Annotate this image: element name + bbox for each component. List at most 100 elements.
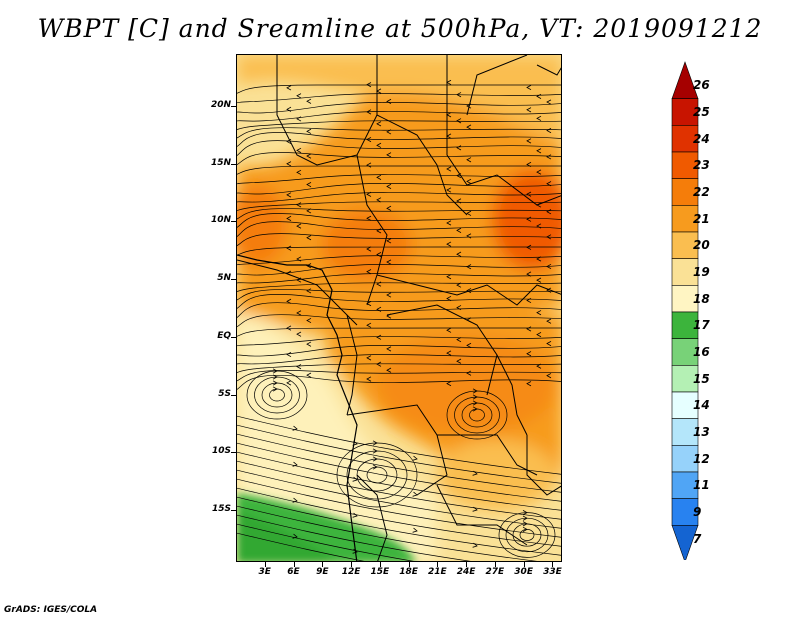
streamline-arrow — [272, 380, 278, 386]
streamline-arrow — [376, 251, 382, 258]
streamline-arrow — [536, 223, 542, 229]
streamline-arrow — [366, 376, 372, 382]
streamline-arrow — [522, 526, 528, 532]
streamline-arrow — [306, 288, 312, 294]
streamline-arrow — [272, 368, 278, 374]
colorbar-label-14: 14 — [693, 398, 710, 413]
streamline-arrow — [372, 464, 378, 470]
colorbar-swatch — [671, 471, 699, 499]
streamline — [237, 451, 561, 511]
streamline-arrow — [272, 374, 278, 380]
coastline-segment — [237, 254, 358, 561]
country-border — [526, 435, 561, 496]
streamline-arrow — [472, 542, 478, 548]
streamline-arrow — [466, 178, 472, 184]
streamline — [237, 424, 561, 484]
streamline — [237, 213, 561, 228]
streamline-arrow — [286, 161, 292, 167]
streamline — [237, 523, 414, 561]
streamline-arrow — [296, 169, 302, 175]
streamline — [237, 282, 561, 292]
streamline — [269, 388, 285, 402]
lon-label-9e: 9E — [316, 567, 329, 577]
streamline-arrow — [386, 152, 392, 158]
streamline — [237, 221, 561, 237]
streamline-arrow — [546, 263, 552, 270]
streamline — [237, 302, 561, 318]
streamline-arrow — [376, 142, 382, 148]
streamline-arrow — [306, 317, 312, 324]
streamline-arrow — [286, 351, 292, 358]
colorbar-label-11: 11 — [693, 478, 710, 493]
streamline-arrow — [536, 363, 542, 369]
lon-tick — [293, 562, 295, 567]
streamline-arrow — [472, 394, 478, 400]
colorbar-label-12: 12 — [693, 451, 710, 466]
streamline-arrow — [372, 440, 378, 446]
streamline — [237, 84, 561, 94]
streamline-arrow — [536, 148, 542, 154]
streamline-arrow — [366, 191, 372, 197]
streamline-arrow — [366, 109, 372, 115]
streamline-arrow — [522, 510, 528, 516]
footer-credit: GrADS: IGES/COLA — [4, 605, 98, 615]
streamline-arrow — [472, 388, 478, 394]
streamline — [237, 201, 561, 211]
streamline-arrow — [526, 161, 532, 168]
streamline-arrow — [446, 381, 452, 387]
streamline-arrow — [376, 228, 382, 234]
lat-label-15n: 15N — [210, 157, 231, 168]
lat-label-5s: 5S — [218, 388, 231, 399]
lon-tick — [494, 562, 496, 567]
streamline — [237, 314, 561, 328]
colorbar-swatch — [671, 151, 699, 179]
streamline — [237, 487, 561, 547]
colorbar-label-13: 13 — [693, 425, 710, 439]
streamline-arrow — [412, 527, 418, 533]
streamline-arrow — [386, 98, 392, 105]
streamline-arrow — [446, 295, 452, 302]
streamline-arrow — [466, 124, 472, 130]
streamline — [366, 466, 388, 484]
streamline — [237, 140, 561, 156]
country-border — [536, 64, 561, 76]
streamline-arrow — [546, 99, 552, 105]
streamline-arrow — [546, 341, 552, 347]
streamline-arrow — [536, 332, 542, 338]
lon-tick — [408, 562, 410, 567]
streamline-arrow — [292, 425, 298, 431]
lon-tick — [322, 562, 324, 567]
streamline-arrow — [446, 327, 452, 333]
streamline-arrow — [352, 476, 358, 482]
streamline — [237, 102, 561, 114]
streamline — [237, 132, 561, 147]
streamline-arrow — [366, 162, 372, 168]
lon-label-6e: 6E — [287, 567, 300, 577]
colorbar-swatch — [671, 205, 699, 233]
streamline — [237, 192, 561, 203]
streamline — [237, 152, 561, 166]
country-border — [386, 304, 498, 396]
colorbar-swatch — [671, 498, 699, 526]
coastline — [237, 254, 358, 561]
country-border — [237, 259, 358, 326]
streamline-arrow — [306, 153, 312, 159]
streamline-arrow — [296, 223, 302, 229]
colorbar-label-19: 19 — [693, 265, 710, 279]
streamline-arrow — [386, 367, 392, 373]
streamline-arrow — [372, 448, 378, 454]
streamline-arrow — [366, 269, 372, 275]
streamline — [519, 529, 535, 541]
streamline-arrow — [376, 281, 382, 287]
streamline-arrow — [526, 138, 532, 144]
country-border — [356, 474, 388, 561]
streamline-arrow — [296, 202, 302, 208]
streamline-arrow — [366, 136, 372, 143]
streamline-arrow — [296, 116, 302, 122]
streamline-arrow — [286, 106, 292, 112]
streamline-arrow — [386, 183, 392, 190]
lon-label-33e: 33E — [543, 567, 562, 577]
streamline — [237, 505, 538, 561]
country-border — [446, 55, 561, 206]
streamline-arrow — [546, 234, 552, 240]
